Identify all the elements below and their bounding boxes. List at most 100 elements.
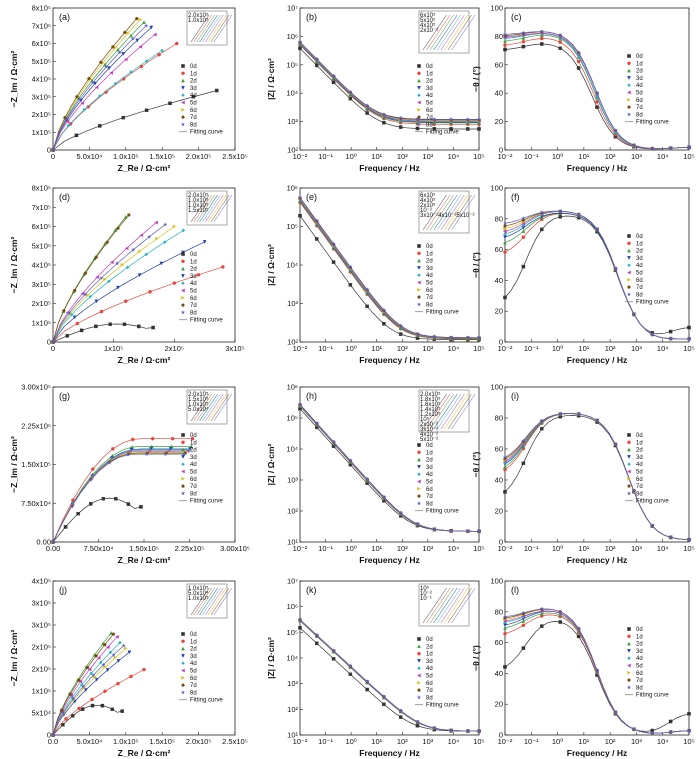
legend-marker	[627, 469, 631, 474]
y-axis-label: |Z| / Ω·cm²	[266, 637, 276, 679]
data-point	[221, 265, 225, 269]
data-point	[540, 42, 544, 46]
legend-marker	[417, 450, 421, 455]
legend-marker	[417, 443, 421, 447]
x-tick-label: 10⁵	[473, 544, 484, 553]
data-point	[181, 228, 186, 233]
inset-line	[440, 587, 465, 624]
data-point	[116, 681, 120, 686]
legend-label: 6d	[426, 108, 433, 114]
legend-marker	[180, 491, 186, 496]
legend-label: 1d	[190, 259, 197, 265]
data-point	[126, 31, 130, 36]
series-8d	[297, 39, 482, 122]
fit-line	[52, 19, 141, 151]
data-point	[297, 402, 303, 407]
data-point	[503, 295, 507, 300]
data-point	[99, 60, 103, 64]
legend-label: 0d	[190, 64, 197, 70]
data-point	[93, 81, 97, 86]
inset-line	[213, 587, 233, 616]
data-point	[116, 226, 120, 230]
data-point	[331, 73, 336, 78]
data-point	[94, 299, 99, 304]
y-tick-label: 100	[490, 577, 503, 586]
inset-line	[437, 194, 461, 231]
data-point	[134, 17, 139, 21]
x-tick-label: 10²	[605, 344, 616, 353]
inset-tick-label: 6x10⁵	[420, 12, 436, 19]
panel-g: 0.00 7.50x10⁴ 1.50x10⁵ 2.25x10⁵ 3.00x10⁵ 0.00…	[9, 383, 250, 566]
y-tick-label: 10²	[287, 507, 298, 516]
data-point	[314, 420, 319, 425]
x-tick-label: 5.0x10⁴	[77, 152, 103, 161]
data-point	[650, 730, 655, 735]
legend-marker	[180, 690, 186, 695]
data-point	[71, 714, 75, 718]
legend-label: 5d	[190, 470, 197, 476]
x-tick-label: 10⁰	[345, 544, 356, 553]
inset-tick-label: 2.0x10⁵	[188, 391, 209, 398]
legend-label: 5d	[426, 281, 433, 287]
y-tick-label: 10⁷	[287, 577, 298, 586]
data-point	[540, 427, 544, 431]
x-tick-label: 10¹	[578, 152, 589, 161]
x-tick-label: 10⁰	[552, 544, 563, 553]
legend-marker	[417, 479, 421, 484]
legend-label: 7d	[426, 115, 433, 121]
inset-line	[213, 14, 233, 43]
legend-marker	[181, 107, 185, 112]
legend-marker	[417, 457, 421, 462]
legend-label: 0d	[636, 54, 643, 60]
data-point	[613, 266, 618, 271]
legend-marker	[417, 295, 421, 299]
data-point	[71, 696, 76, 701]
data-point	[521, 619, 526, 623]
x-tick-label: 10²	[605, 152, 616, 161]
data-point	[476, 117, 482, 122]
data-point	[66, 310, 72, 315]
legend-label: 4d	[426, 273, 433, 279]
legend-marker	[627, 634, 631, 639]
data-point	[94, 324, 98, 329]
y-axis-label: |Z| / Ω·cm²	[266, 58, 276, 100]
data-point	[129, 70, 133, 74]
x-axis-label: Frequency / Hz	[567, 163, 627, 173]
data-point	[539, 606, 544, 611]
data-point	[129, 33, 133, 38]
legend-label: 2d	[426, 458, 433, 464]
data-point	[77, 97, 82, 102]
data-point	[60, 710, 66, 715]
legend-label: 4d	[636, 83, 643, 89]
legend-label: 3d	[190, 455, 197, 461]
x-tick-label: 10⁵	[473, 737, 484, 746]
inset-line	[451, 587, 476, 624]
legend-label: Fitting curve	[190, 698, 223, 704]
series-0d	[298, 626, 481, 733]
data-point	[448, 528, 454, 533]
y-tick-label: 7x10⁵	[32, 21, 51, 30]
fit-line	[299, 620, 480, 732]
x-tick-label: 10⁵	[683, 344, 694, 353]
x-axis-label: Z_Re / Ω·cm²	[118, 163, 171, 173]
data-point	[190, 436, 195, 441]
data-point	[121, 52, 126, 56]
legend-marker	[417, 280, 421, 285]
legend-label: 8d	[636, 685, 643, 691]
data-point	[521, 39, 526, 44]
fit-line	[52, 241, 205, 343]
inset-line	[207, 194, 227, 223]
data-point	[650, 332, 655, 337]
data-point	[365, 679, 370, 684]
inset-line	[190, 393, 210, 422]
data-point	[631, 727, 636, 732]
data-point	[631, 142, 636, 147]
data-point	[72, 315, 77, 320]
legend-label: Fitting curve	[426, 130, 459, 136]
data-point	[88, 294, 93, 299]
legend-marker	[627, 670, 631, 675]
data-point	[594, 418, 600, 423]
fit-line	[52, 438, 193, 543]
x-tick-label: 10⁰	[552, 737, 563, 746]
